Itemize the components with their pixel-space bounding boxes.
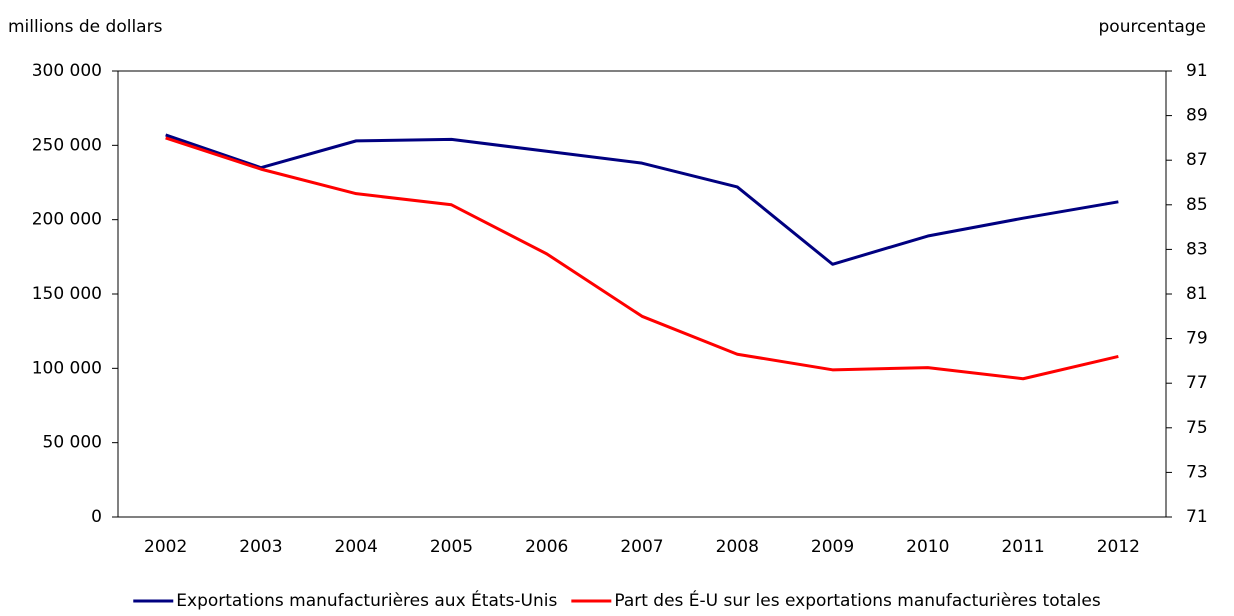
- x-tick-label: 2003: [239, 537, 282, 557]
- y2-tick-label: 81: [1186, 284, 1208, 304]
- y2-tick-label: 91: [1186, 61, 1208, 81]
- plot-frame: [117, 70, 1167, 518]
- y-tick-label: 200 000: [32, 210, 102, 230]
- y2-tick-label: 71: [1186, 507, 1208, 527]
- x-tick-label: 2002: [144, 537, 187, 557]
- y2-tick-label: 83: [1186, 239, 1208, 259]
- y2-axis-title: pourcentage: [1099, 17, 1207, 37]
- y2-tick-label: 85: [1186, 195, 1208, 215]
- x-tick-label: 2008: [716, 537, 759, 557]
- x-tick-label: 2006: [525, 537, 568, 557]
- y-axis-title: millions de dollars: [8, 17, 163, 37]
- y-tick-label: 250 000: [32, 135, 102, 155]
- x-tick-label: 2011: [1001, 537, 1044, 557]
- y2-tick-label: 89: [1186, 106, 1208, 126]
- y-tick-label: 100 000: [32, 358, 102, 378]
- y2-tick-label: 73: [1186, 462, 1208, 482]
- y-tick-label: 300 000: [32, 61, 102, 81]
- x-tick-label: 2009: [811, 537, 854, 557]
- legend-label: Exportations manufacturières aux États-U…: [176, 589, 557, 611]
- y-tick-label: 150 000: [32, 284, 102, 304]
- x-tick-label: 2012: [1097, 537, 1140, 557]
- series-line: [165, 133, 1119, 266]
- y2-tick-label: 75: [1186, 418, 1208, 438]
- y2-tick-label: 79: [1186, 329, 1208, 349]
- x-tick-label: 2004: [335, 537, 378, 557]
- y-tick-label: 50 000: [43, 433, 102, 453]
- x-tick-label: 2007: [620, 537, 663, 557]
- y2-tick-label: 77: [1186, 373, 1208, 393]
- x-tick-label: 2010: [906, 537, 949, 557]
- series-line: [165, 136, 1119, 381]
- y-tick-label: 0: [91, 507, 102, 527]
- legend-label: Part des É-U sur les exportations manufa…: [614, 589, 1101, 611]
- x-tick-label: 2005: [430, 537, 473, 557]
- y2-tick-label: 87: [1186, 150, 1208, 170]
